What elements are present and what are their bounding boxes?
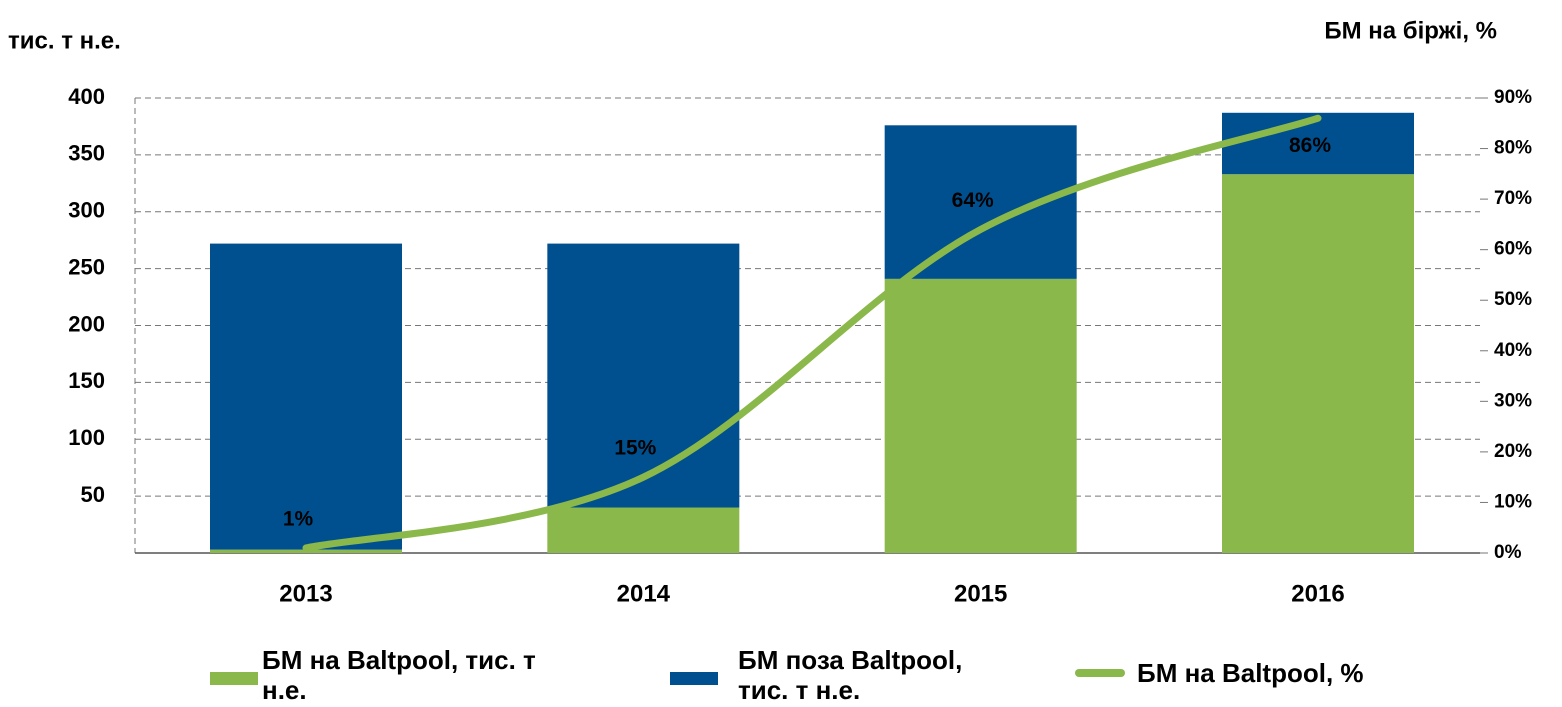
x-tick-label: 2014 — [617, 580, 671, 607]
x-tick-label: 2013 — [279, 580, 332, 607]
y2-tick-label: 60% — [1494, 239, 1532, 260]
legend-label: БМ на Baltpool, % — [1137, 658, 1364, 688]
bar — [547, 243, 740, 508]
y-tick-label: 100 — [68, 425, 105, 450]
y2-axis-label: БМ на біржі, % — [1324, 17, 1497, 44]
data-label: 86% — [1289, 134, 1331, 157]
legend-swatch — [670, 672, 718, 685]
y2-tick-label: 10% — [1494, 491, 1532, 512]
data-label: 15% — [614, 437, 656, 460]
data-label: 1% — [283, 507, 314, 530]
bar — [1222, 112, 1414, 175]
y2-tick-label: 70% — [1494, 188, 1532, 209]
y2-tick-label: 30% — [1494, 390, 1532, 411]
bar — [884, 278, 1077, 553]
y2-tick-label: 80% — [1494, 138, 1532, 159]
y-tick-label: 150 — [68, 368, 105, 393]
data-label: 64% — [952, 189, 994, 212]
y2-tick-label: 50% — [1494, 289, 1532, 310]
bar — [547, 507, 740, 553]
y-axis-label: тис. т н.е. — [8, 27, 121, 54]
y-tick-label: 400 — [68, 84, 105, 109]
y2-tick-label: 20% — [1494, 441, 1532, 462]
y-tick-label: 350 — [68, 141, 105, 166]
legend-label: БМ на Baltpool, тис. т н.е. — [262, 645, 536, 705]
x-tick-label: 2015 — [954, 580, 1007, 607]
y2-tick-label: 0% — [1494, 542, 1522, 563]
x-tick-label: 2016 — [1291, 580, 1344, 607]
legend-label: БМ поза Baltpool, тис. т н.е. — [738, 645, 963, 705]
line — [302, 114, 1322, 552]
y-tick-label: 300 — [68, 198, 105, 223]
y-tick-label: 200 — [68, 311, 105, 336]
y-tick-label: 250 — [68, 254, 105, 279]
y-tick-label: 50 — [81, 482, 105, 507]
bar — [210, 243, 402, 550]
y2-tick-label: 90% — [1494, 87, 1532, 108]
y2-tick-label: 40% — [1494, 340, 1532, 361]
legend-swatch — [210, 672, 258, 685]
legend-swatch — [1075, 669, 1125, 677]
bar — [1222, 174, 1414, 553]
